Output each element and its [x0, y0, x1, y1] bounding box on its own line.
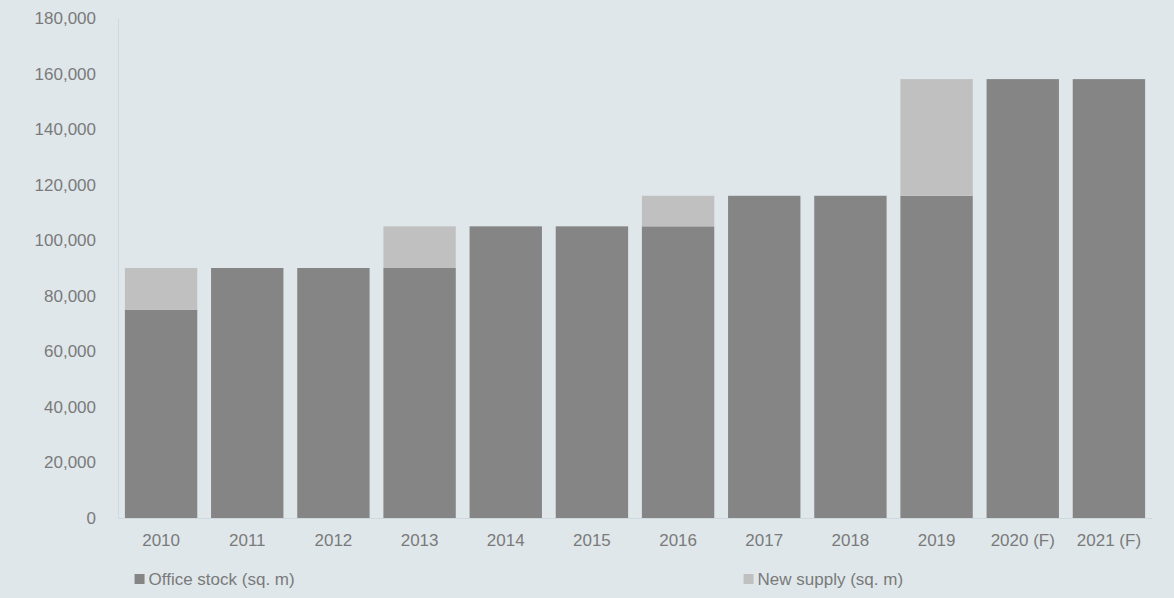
x-tick-label: 2019 [918, 531, 956, 550]
y-tick-label: 160,000 [35, 64, 96, 83]
legend-swatch [744, 574, 754, 584]
bar [297, 268, 369, 518]
x-tick: 2021 (F) [1077, 518, 1141, 550]
y-tick-label: 100,000 [35, 231, 96, 250]
y-tick: 0 [87, 509, 118, 528]
series [125, 79, 1145, 518]
y-tick-label: 0 [87, 509, 96, 528]
legend: Office stock (sq. m) New supply (sq. m) [135, 570, 904, 589]
x-tick-label: 2015 [573, 531, 611, 550]
y-tick-label: 40,000 [44, 398, 96, 417]
bar [1073, 79, 1145, 80]
x-tick: 2011 [229, 518, 266, 550]
x-tick: 2019 [918, 518, 956, 550]
legend-label: New supply (sq. m) [758, 570, 903, 589]
x-tick-label: 2017 [745, 531, 783, 550]
series [125, 79, 973, 310]
bar [556, 226, 628, 518]
y-tick: 60,000 [44, 342, 118, 361]
x-tick-label: 2016 [659, 531, 697, 550]
x-tick-label: 2012 [315, 531, 353, 550]
y-tick-label: 180,000 [35, 9, 96, 28]
bars [125, 79, 1145, 518]
background [0, 0, 1174, 598]
bar [470, 226, 542, 518]
y-axis-line [118, 19, 119, 519]
bar [125, 268, 197, 310]
x-tick: 2010 [142, 518, 180, 550]
y-tick: 180,000 [35, 9, 118, 28]
x-tick: 2013 [401, 518, 439, 550]
bar [297, 268, 369, 269]
chart: 0 20,000 40,000 60,000 80,000 100,000 120,000 1… [0, 0, 1174, 598]
x-tick: 2016 [659, 518, 697, 550]
bar [556, 226, 628, 227]
bar [900, 196, 972, 518]
bar [1073, 79, 1145, 518]
y-tick-label: 120,000 [35, 176, 96, 195]
y-tick: 120,000 [35, 176, 118, 195]
y-tick: 40,000 [44, 398, 118, 417]
x-tick: 2018 [832, 518, 870, 550]
y-tick: 20,000 [44, 453, 118, 472]
bar [383, 268, 455, 518]
y-tick-label: 80,000 [44, 287, 96, 306]
y-tick: 80,000 [44, 287, 118, 306]
bar [728, 196, 800, 518]
y-tick: 160,000 [35, 64, 118, 83]
x-tick-label: 2021 (F) [1077, 531, 1141, 550]
legend-swatch [135, 574, 145, 584]
bar [642, 226, 714, 518]
plot: 0 20,000 40,000 60,000 80,000 100,000 120,000 1… [35, 9, 1153, 550]
bar [987, 79, 1059, 518]
bar [987, 79, 1059, 80]
x-tick-label: 2018 [832, 531, 870, 550]
x-tick: 2020 (F) [991, 518, 1055, 550]
bar [211, 268, 283, 269]
x-tick: 2014 [487, 518, 525, 550]
legend-label: Office stock (sq. m) [149, 570, 295, 589]
bar [728, 195, 800, 196]
y-tick: 140,000 [35, 120, 118, 139]
x-tick-label: 2020 (F) [991, 531, 1055, 550]
y-tick-label: 20,000 [44, 453, 96, 472]
x-tick: 2012 [315, 518, 353, 550]
x-axis-line [119, 518, 1153, 519]
x-tick-label: 2013 [401, 531, 439, 550]
bar [125, 310, 197, 518]
bar [814, 195, 886, 196]
bar [900, 79, 972, 196]
x-tick-label: 2011 [229, 531, 266, 550]
bar [814, 196, 886, 518]
legend-item: Office stock (sq. m) [135, 570, 295, 589]
y-tick-label: 60,000 [44, 342, 96, 361]
x-tick: 2017 [745, 518, 783, 550]
x-tick-label: 2010 [142, 531, 180, 550]
bar [211, 268, 283, 518]
y-tick: 100,000 [35, 231, 118, 250]
bar [642, 196, 714, 227]
legend-item: New supply (sq. m) [744, 570, 903, 589]
x-tick-label: 2014 [487, 531, 525, 550]
x-axis: 2010 2011 2012 2013 2014 2015 2016 2017 2018 2019… [119, 518, 1153, 550]
bar [470, 226, 542, 227]
y-axis: 0 20,000 40,000 60,000 80,000 100,000 120,000 1… [35, 9, 119, 528]
bar [383, 226, 455, 268]
x-tick: 2015 [573, 518, 611, 550]
y-tick-label: 140,000 [35, 120, 96, 139]
